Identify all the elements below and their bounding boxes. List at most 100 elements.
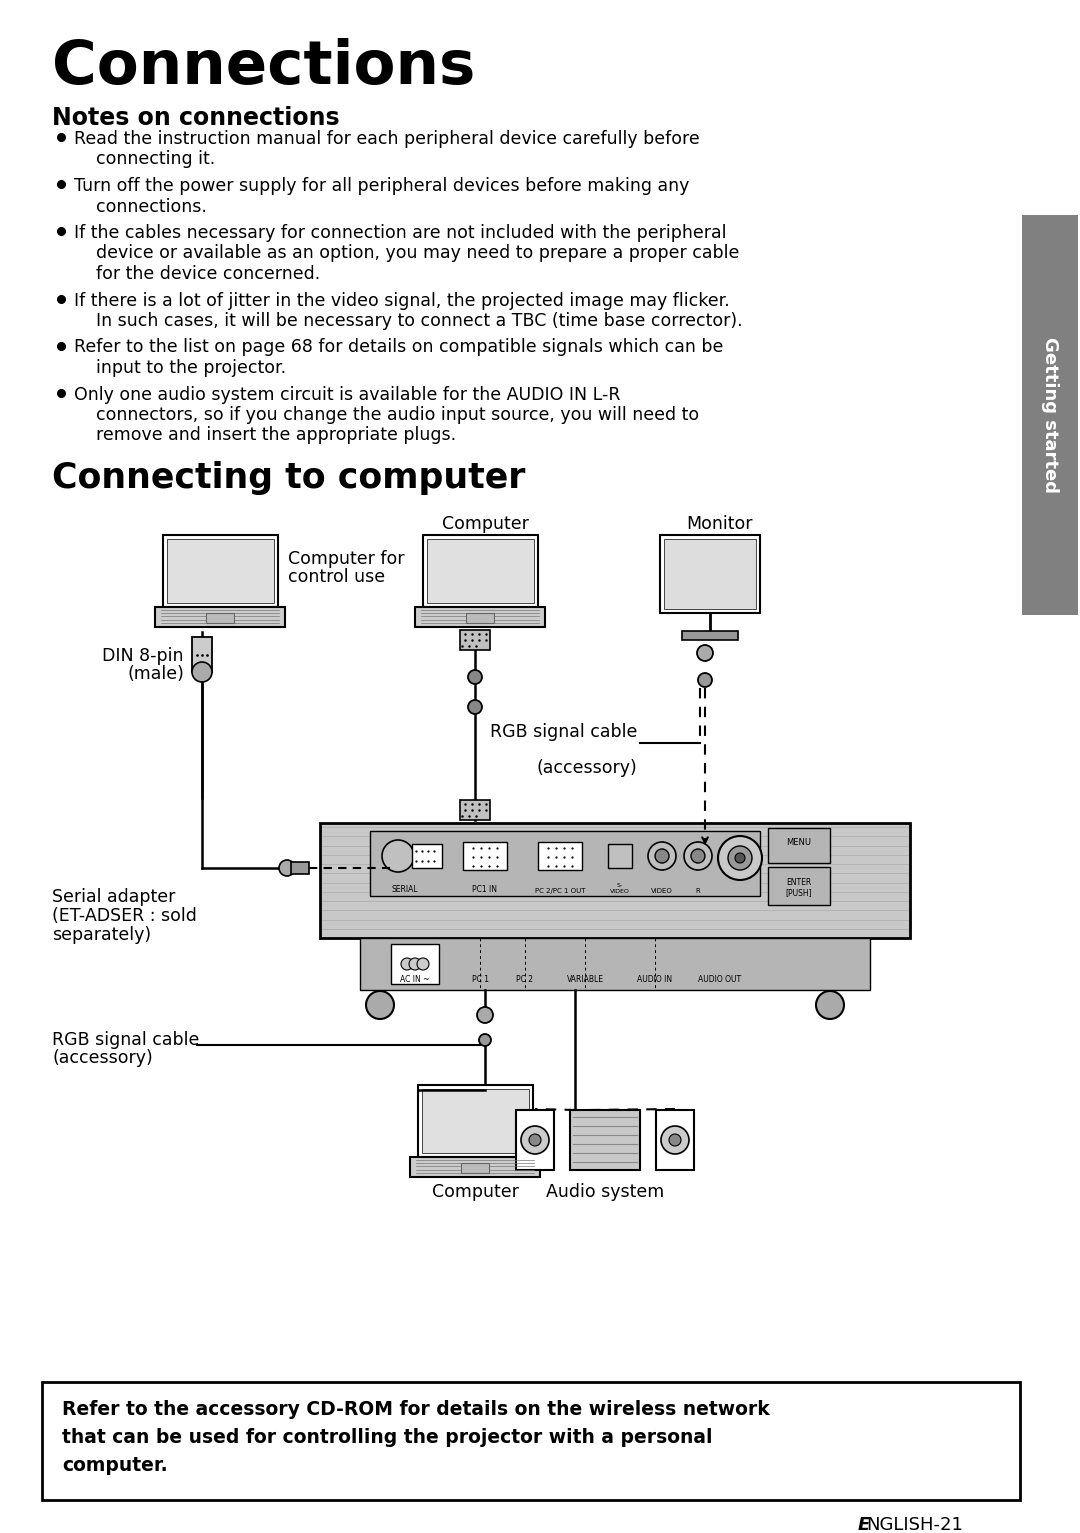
Circle shape xyxy=(698,673,712,687)
Circle shape xyxy=(728,846,752,871)
Text: If there is a lot of jitter in the video signal, the projected image may flicker: If there is a lot of jitter in the video… xyxy=(75,291,730,310)
Text: RGB signal cable: RGB signal cable xyxy=(52,1032,200,1049)
Circle shape xyxy=(661,1127,689,1154)
Text: PC 2: PC 2 xyxy=(516,975,534,984)
Bar xyxy=(461,1164,489,1173)
Text: control use: control use xyxy=(288,569,386,586)
Bar xyxy=(410,1157,540,1177)
Text: Computer: Computer xyxy=(432,1183,518,1200)
Text: connecting it.: connecting it. xyxy=(75,150,215,169)
Text: Computer for: Computer for xyxy=(288,550,405,569)
Bar xyxy=(421,1088,528,1153)
Circle shape xyxy=(529,1134,541,1147)
Text: (male): (male) xyxy=(127,665,184,684)
Text: E: E xyxy=(858,1516,870,1533)
Text: AC IN ~: AC IN ~ xyxy=(401,975,430,984)
Bar xyxy=(570,1110,640,1170)
Text: for the device concerned.: for the device concerned. xyxy=(75,265,321,284)
Circle shape xyxy=(477,1007,492,1023)
Text: connections.: connections. xyxy=(75,198,207,216)
Bar xyxy=(411,845,442,868)
Text: input to the projector.: input to the projector. xyxy=(75,359,286,377)
Text: AUDIO IN: AUDIO IN xyxy=(637,975,673,984)
Bar xyxy=(156,607,285,627)
Text: DIN 8-pin: DIN 8-pin xyxy=(103,647,184,665)
Text: NGLISH-21: NGLISH-21 xyxy=(866,1516,963,1533)
Bar xyxy=(460,630,490,650)
Text: remove and insert the appropriate plugs.: remove and insert the appropriate plugs. xyxy=(75,426,456,445)
Circle shape xyxy=(409,958,421,970)
Text: (ET-ADSER : sold: (ET-ADSER : sold xyxy=(52,908,197,924)
Circle shape xyxy=(648,842,676,871)
Bar xyxy=(192,638,212,671)
Text: Serial adapter: Serial adapter xyxy=(52,888,175,906)
Bar xyxy=(391,944,438,984)
Circle shape xyxy=(382,840,414,872)
Circle shape xyxy=(401,958,413,970)
Bar xyxy=(1022,215,1078,615)
Text: computer.: computer. xyxy=(62,1456,167,1475)
Text: PC1 IN: PC1 IN xyxy=(473,885,498,894)
Text: SERIAL: SERIAL xyxy=(392,885,418,894)
Circle shape xyxy=(468,701,482,714)
Circle shape xyxy=(718,835,762,880)
Text: Read the instruction manual for each peripheral device carefully before: Read the instruction manual for each per… xyxy=(75,130,700,149)
Text: Notes on connections: Notes on connections xyxy=(52,106,339,130)
Text: VIDEO: VIDEO xyxy=(651,888,673,894)
Circle shape xyxy=(279,860,295,875)
Text: If the cables necessary for connection are not included with the peripheral: If the cables necessary for connection a… xyxy=(75,224,727,242)
Text: Connections: Connections xyxy=(52,38,475,97)
Circle shape xyxy=(816,990,843,1019)
Bar xyxy=(660,535,760,613)
Bar xyxy=(768,828,831,863)
Bar xyxy=(516,1110,554,1170)
Text: Monitor: Monitor xyxy=(687,515,753,533)
Text: Refer to the list on page 68 for details on compatible signals which can be: Refer to the list on page 68 for details… xyxy=(75,339,724,357)
Text: MENU: MENU xyxy=(786,839,811,848)
Circle shape xyxy=(480,1033,491,1046)
Bar xyxy=(291,862,309,874)
Text: device or available as an option, you may need to prepare a proper cable: device or available as an option, you ma… xyxy=(75,244,740,262)
Text: VARIABLE: VARIABLE xyxy=(567,975,604,984)
Bar xyxy=(162,535,278,607)
Circle shape xyxy=(669,1134,681,1147)
Bar xyxy=(415,607,545,627)
Bar xyxy=(681,632,738,639)
Text: separately): separately) xyxy=(52,926,151,944)
Text: (accessory): (accessory) xyxy=(52,1049,152,1067)
Bar xyxy=(370,831,760,895)
Text: Computer: Computer xyxy=(442,515,528,533)
Bar xyxy=(422,535,538,607)
Circle shape xyxy=(735,852,745,863)
Bar xyxy=(320,823,910,938)
Bar xyxy=(427,540,534,602)
Circle shape xyxy=(691,849,705,863)
Bar xyxy=(460,800,490,820)
Text: S-
VIDEO: S- VIDEO xyxy=(610,883,630,894)
Bar xyxy=(656,1110,694,1170)
Bar xyxy=(538,842,582,871)
Circle shape xyxy=(192,662,212,682)
Bar xyxy=(608,845,632,868)
Bar xyxy=(463,842,507,871)
Text: In such cases, it will be necessary to connect a TBC (time base corrector).: In such cases, it will be necessary to c… xyxy=(75,313,743,330)
Text: Connecting to computer: Connecting to computer xyxy=(52,461,525,495)
FancyBboxPatch shape xyxy=(42,1383,1020,1499)
Circle shape xyxy=(366,990,394,1019)
Bar xyxy=(360,938,870,990)
Bar xyxy=(418,1085,532,1157)
Bar xyxy=(166,540,273,602)
Text: Getting started: Getting started xyxy=(1041,337,1059,494)
Text: PC 2/PC 1 OUT: PC 2/PC 1 OUT xyxy=(535,888,585,894)
Circle shape xyxy=(654,849,669,863)
Text: Turn off the power supply for all peripheral devices before making any: Turn off the power supply for all periph… xyxy=(75,176,689,195)
Text: PC 1: PC 1 xyxy=(472,975,488,984)
Bar xyxy=(465,613,494,622)
Bar xyxy=(206,613,234,622)
Circle shape xyxy=(468,670,482,684)
Circle shape xyxy=(417,958,429,970)
Circle shape xyxy=(684,842,712,871)
Circle shape xyxy=(521,1127,549,1154)
Text: R: R xyxy=(696,888,700,894)
Text: that can be used for controlling the projector with a personal: that can be used for controlling the pro… xyxy=(62,1429,713,1447)
